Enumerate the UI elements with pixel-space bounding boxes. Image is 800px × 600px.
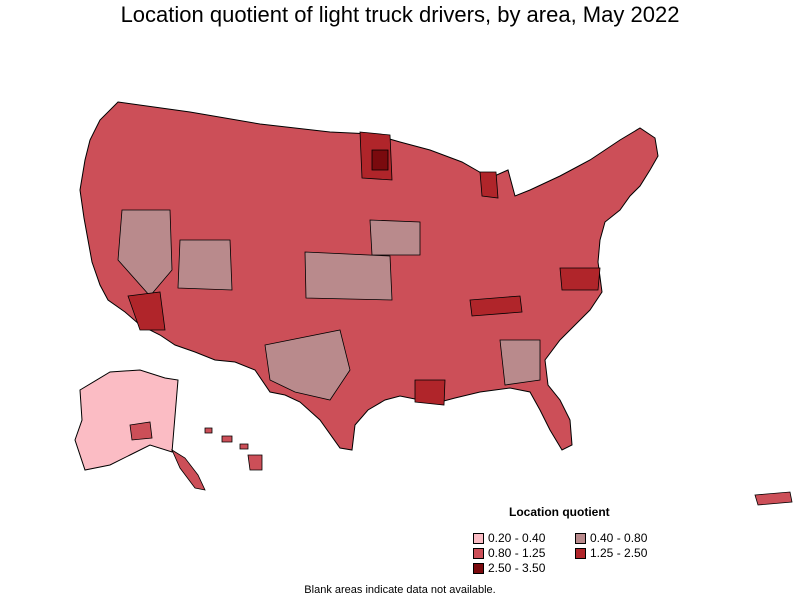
- footnote: Blank areas indicate data not available.: [304, 584, 496, 596]
- west-texas-region: [264, 329, 351, 401]
- legend-swatch: [575, 532, 586, 544]
- legend-label: 0.80 - 1.25: [488, 546, 546, 560]
- legend-label: 0.40 - 0.80: [590, 531, 648, 545]
- puerto-rico-region: [754, 491, 793, 506]
- legend-label: 2.50 - 3.50: [488, 561, 546, 575]
- kansas-region: [304, 251, 393, 301]
- utah-colorado-region: [177, 239, 233, 291]
- georgia-region: [499, 339, 541, 386]
- iowa-region: [369, 219, 421, 256]
- legend-item-2-50-3-50: 2.50 - 3.50: [473, 561, 545, 575]
- virginia-region: [559, 267, 601, 291]
- alaska-south-region: [129, 421, 153, 441]
- legend-item-0-20-0-40: 0.20 - 0.40: [473, 531, 545, 545]
- arizona-central-region: [127, 291, 166, 331]
- louisiana-region: [414, 379, 446, 406]
- legend-item-0-40-0-80: 0.40 - 0.80: [575, 531, 647, 545]
- legend-swatch: [473, 547, 484, 559]
- legend-title: Location quotient: [509, 505, 610, 519]
- legend-label: 1.25 - 2.50: [590, 546, 648, 560]
- legend-item-1-25-2-50: 1.25 - 2.50: [575, 546, 647, 560]
- hawaii-islands: [204, 427, 263, 471]
- alaska-region: [74, 369, 179, 471]
- legend-item-0-80-1-25: 0.80 - 1.25: [473, 546, 545, 560]
- tennessee-region: [469, 295, 523, 317]
- michigan-region: [479, 171, 499, 199]
- map-title: Location quotient of light truck drivers…: [120, 2, 680, 27]
- dakota-dark-region: [371, 149, 389, 171]
- nevada-region: [117, 209, 173, 297]
- alaska-panhandle: [171, 448, 206, 491]
- legend-swatch: [575, 547, 586, 559]
- legend-label: 0.20 - 0.40: [488, 531, 546, 545]
- legend-swatch: [473, 532, 484, 544]
- legend-swatch: [473, 562, 484, 574]
